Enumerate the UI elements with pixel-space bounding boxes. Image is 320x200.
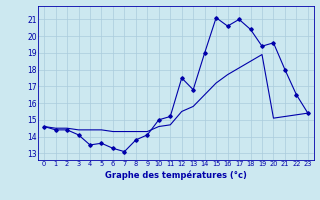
- X-axis label: Graphe des températures (°c): Graphe des températures (°c): [105, 170, 247, 180]
